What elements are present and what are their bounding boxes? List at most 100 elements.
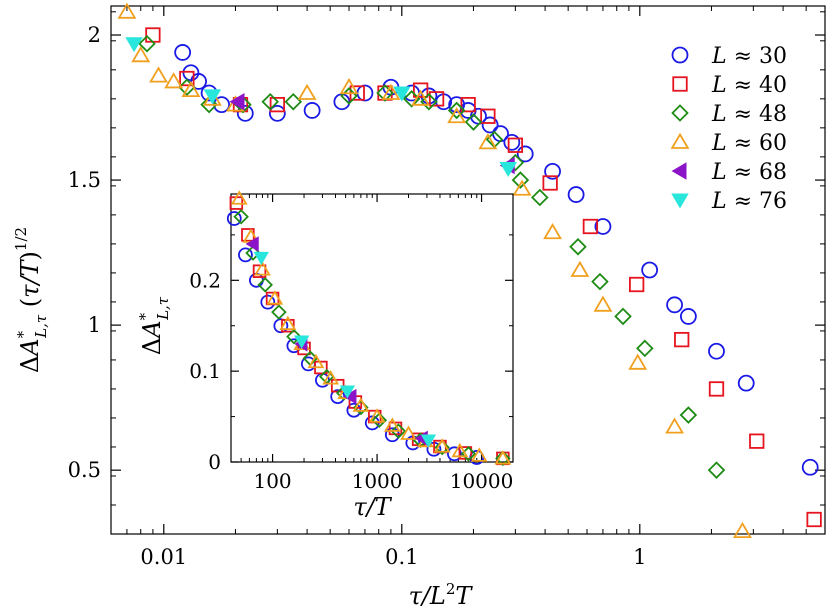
inset-data-points	[226, 190, 512, 467]
data-point	[665, 417, 685, 434]
data-point	[164, 72, 184, 89]
data-point	[339, 77, 359, 95]
data-point	[567, 186, 585, 203]
data-point	[507, 137, 524, 153]
main-plot-frame	[110, 5, 826, 535]
data-point	[257, 277, 273, 293]
data-point	[273, 318, 289, 334]
legend-label: L ≈ 30	[711, 44, 787, 69]
data-point	[512, 179, 532, 196]
data-point	[543, 222, 563, 240]
data-point	[420, 434, 437, 448]
inset-y-axis-label: ΔA*L,τ	[136, 296, 172, 355]
data-point	[733, 521, 752, 538]
legend-marker	[671, 193, 689, 209]
data-point	[383, 417, 401, 432]
data-point	[368, 408, 386, 423]
data-point	[179, 70, 195, 87]
legend: L ≈ 30 L ≈ 40 L ≈ 48 L ≈ 60 L ≈ 68 L ≈ 76	[670, 44, 787, 214]
data-point	[226, 211, 242, 226]
data-point	[233, 208, 249, 225]
legend-marker	[670, 132, 690, 149]
y-tick-label: 1	[88, 313, 101, 337]
data-point	[322, 370, 340, 385]
data-point	[674, 331, 690, 348]
legend-label: L ≈ 76	[711, 189, 787, 214]
data-point	[499, 161, 517, 177]
data-point	[297, 83, 317, 100]
data-point	[402, 90, 421, 108]
data-point	[480, 108, 496, 124]
x-tick-label: 10000	[450, 469, 514, 493]
data-point	[266, 290, 284, 305]
data-point	[286, 328, 302, 345]
data-point	[495, 450, 511, 467]
data-point	[294, 335, 310, 349]
data-point	[666, 296, 683, 314]
data-point	[458, 446, 473, 460]
data-point	[737, 374, 755, 392]
main-plot: 0.01 0.1 1 0.5 1 1.5 2 τ/L2T ΔA*L,τ (τ/T)1/2	[12, 2, 826, 610]
data-point	[238, 247, 253, 263]
data-point	[420, 92, 438, 111]
data-point	[628, 353, 648, 370]
legend-label: L ≈ 48	[711, 102, 787, 127]
data-point	[131, 46, 151, 63]
data-point	[629, 276, 645, 293]
data-point	[470, 447, 488, 462]
y-tick-label: 2	[88, 23, 101, 47]
data-point	[707, 461, 726, 479]
data-point	[636, 339, 654, 358]
data-point	[268, 104, 286, 122]
inset-axis-ticks: 100 1000 10000 0 0.1 0.2	[189, 194, 513, 493]
data-point	[679, 308, 697, 325]
data-point	[478, 133, 498, 150]
data-point	[117, 2, 137, 19]
data-point	[412, 82, 429, 98]
main-data-points	[117, 2, 822, 538]
data-point	[252, 264, 267, 278]
data-point	[393, 86, 411, 102]
data-point	[245, 236, 259, 252]
data-point	[511, 171, 530, 189]
data-point	[569, 238, 587, 256]
data-point	[203, 89, 222, 105]
data-point	[138, 34, 156, 53]
data-point	[261, 92, 279, 111]
data-point	[614, 307, 632, 326]
data-point	[229, 92, 245, 111]
legend-marker	[671, 162, 687, 180]
x-tick-label: 100	[253, 469, 291, 493]
data-point	[333, 93, 351, 111]
data-point	[352, 397, 370, 412]
data-point	[591, 272, 609, 291]
data-point	[428, 91, 445, 107]
data-point	[447, 106, 467, 124]
data-point	[202, 89, 222, 106]
data-point	[411, 89, 431, 106]
y-tick-label: 0	[208, 450, 221, 474]
data-point	[230, 190, 248, 205]
data-point	[125, 37, 143, 53]
data-point	[451, 442, 469, 458]
data-point	[494, 450, 512, 465]
data-point	[371, 412, 388, 428]
main-y-axis-label: ΔA*L,τ (τ/T)1/2	[12, 227, 50, 373]
y-tick-label: 0.2	[189, 268, 221, 292]
data-point	[149, 66, 168, 83]
data-point	[806, 511, 822, 528]
data-point	[594, 218, 612, 235]
data-point	[271, 304, 287, 320]
data-point	[181, 80, 201, 98]
data-point	[503, 133, 521, 151]
data-point	[174, 44, 192, 61]
data-point	[708, 381, 725, 397]
inset-x-axis-label: τ/T	[353, 493, 392, 521]
y-tick-label: 0.1	[189, 359, 221, 383]
data-point	[593, 295, 613, 312]
data-point	[376, 84, 394, 102]
data-point	[400, 425, 417, 440]
y-tick-label: 0.5	[68, 458, 101, 482]
legend-marker	[671, 104, 689, 122]
